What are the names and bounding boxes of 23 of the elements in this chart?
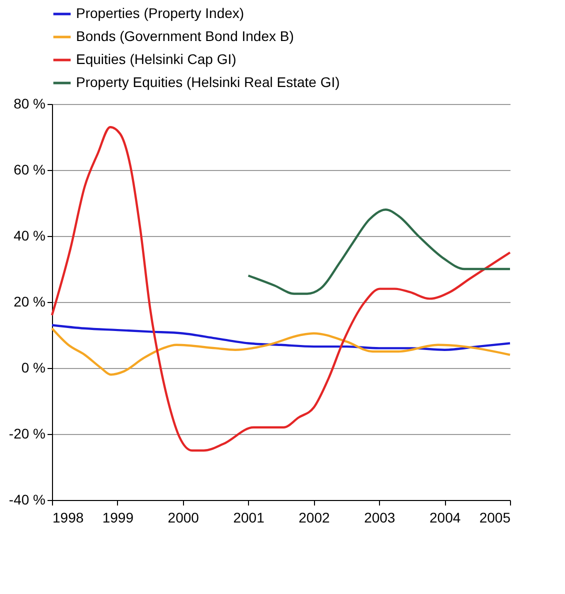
legend-label: Bonds (Government Bond Index B) bbox=[76, 28, 294, 44]
x-tick-label: 2001 bbox=[233, 510, 265, 526]
line-series bbox=[247, 208, 512, 295]
y-tick-label: -40 % bbox=[8, 492, 46, 508]
line-series bbox=[50, 324, 512, 351]
y-tick-label: 40 % bbox=[14, 228, 46, 244]
y-tick-label: 20 % bbox=[14, 294, 46, 310]
y-tick-label: 80 % bbox=[14, 96, 46, 112]
x-tick-label: 2002 bbox=[298, 510, 330, 526]
legend-label: Property Equities (Helsinki Real Estate GI) bbox=[76, 74, 340, 90]
line-series bbox=[50, 327, 512, 376]
y-tick-label: -20 % bbox=[8, 426, 46, 442]
x-tick-label: 1998 bbox=[52, 510, 84, 526]
x-tick-label: 2004 bbox=[429, 510, 461, 526]
x-tick-label: 2000 bbox=[168, 510, 200, 526]
legend-label: Equities (Helsinki Cap GI) bbox=[76, 51, 236, 67]
y-tick-label: 60 % bbox=[14, 162, 46, 178]
y-tick-label: 0 % bbox=[21, 360, 46, 376]
line-series bbox=[50, 126, 512, 452]
x-tick-label: 2005 bbox=[479, 510, 511, 526]
x-tick-label: 2003 bbox=[364, 510, 396, 526]
x-tick-label: 1999 bbox=[102, 510, 134, 526]
legend-label: Properties (Property Index) bbox=[76, 5, 244, 21]
